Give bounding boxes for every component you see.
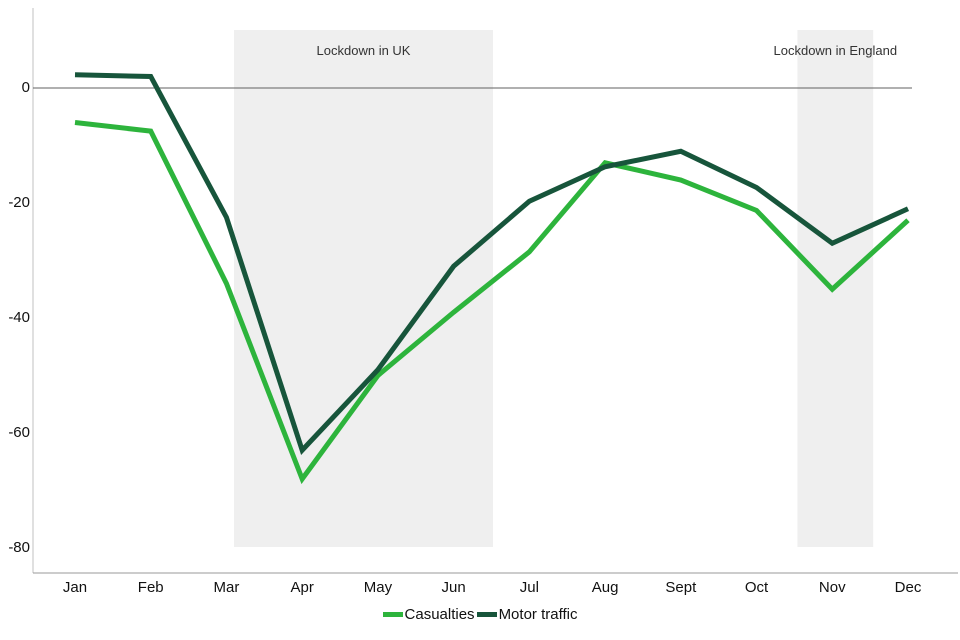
legend-swatch-icon: [382, 612, 403, 617]
plot-area: [32, 8, 958, 574]
y-tick-label: -20: [8, 194, 30, 211]
y-tick-label: -40: [8, 309, 30, 326]
x-tick-label-jul: Jul: [519, 579, 539, 596]
legend-label: Casualties: [404, 606, 475, 623]
x-tick-label-oct: Oct: [744, 579, 769, 596]
y-tick-label: -80: [8, 539, 30, 556]
x-tick-label-aug: Aug: [591, 579, 619, 596]
x-tick-label-jan: Jan: [62, 579, 88, 596]
x-tick-label-apr: Apr: [290, 579, 314, 596]
legend-item-motor-traffic: Motor traffic: [476, 606, 578, 623]
x-tick-label-feb: Feb: [137, 579, 164, 596]
x-tick-label-sept: Sept: [665, 579, 697, 596]
x-tick-label-may: May: [363, 579, 393, 596]
legend: Casualties Motor traffic: [0, 606, 960, 623]
x-tick-label-nov: Nov: [818, 579, 846, 596]
legend-item-casualties: Casualties: [382, 606, 475, 623]
x-tick-label-dec: Dec: [894, 579, 922, 596]
region-lockdown-in-uk: [234, 30, 494, 547]
y-tick-label: -60: [8, 424, 30, 441]
annotation-lockdown-in-england: Lockdown in England: [773, 43, 898, 58]
x-tick-label-jun: Jun: [441, 579, 466, 596]
legend-label: Motor traffic: [498, 606, 578, 623]
legend-swatch-icon: [476, 612, 497, 617]
y-tick-label: 0: [21, 79, 30, 96]
x-tick-label-mar: Mar: [213, 579, 240, 596]
annotation-lockdown-in-uk: Lockdown in UK: [316, 43, 411, 58]
casualties-line: [74, 120, 910, 485]
motor-traffic-line: [74, 72, 910, 456]
